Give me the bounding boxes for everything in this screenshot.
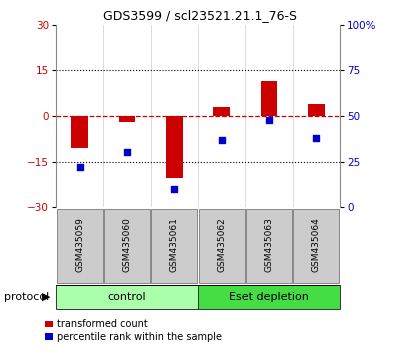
Bar <box>308 104 325 116</box>
Legend: transformed count, percentile rank within the sample: transformed count, percentile rank withi… <box>43 318 224 344</box>
Text: GDS3599 / scl23521.21.1_76-S: GDS3599 / scl23521.21.1_76-S <box>103 9 297 22</box>
Bar <box>71 116 88 148</box>
Bar <box>199 209 245 284</box>
Point <box>76 164 83 170</box>
Text: GSM435061: GSM435061 <box>170 217 179 272</box>
Text: protocol: protocol <box>4 292 49 302</box>
Bar <box>56 285 198 309</box>
Text: GSM435060: GSM435060 <box>122 217 132 272</box>
Bar <box>261 81 277 116</box>
Text: GSM435062: GSM435062 <box>217 217 226 272</box>
Text: Eset depletion: Eset depletion <box>229 292 309 302</box>
Point <box>124 149 130 155</box>
Point <box>313 135 320 141</box>
Bar <box>198 285 340 309</box>
Bar <box>213 107 230 116</box>
Bar <box>246 209 292 284</box>
Bar <box>293 209 339 284</box>
Bar <box>151 209 197 284</box>
Text: control: control <box>108 292 146 302</box>
Text: GSM435064: GSM435064 <box>312 217 321 272</box>
Bar <box>119 116 135 122</box>
Bar <box>57 209 103 284</box>
Text: GSM435063: GSM435063 <box>264 217 274 272</box>
Bar <box>104 209 150 284</box>
Text: GSM435059: GSM435059 <box>75 217 84 272</box>
Point <box>218 137 225 142</box>
Bar <box>166 116 183 178</box>
Point <box>266 117 272 122</box>
Point <box>171 186 178 192</box>
Text: ▶: ▶ <box>42 292 50 302</box>
